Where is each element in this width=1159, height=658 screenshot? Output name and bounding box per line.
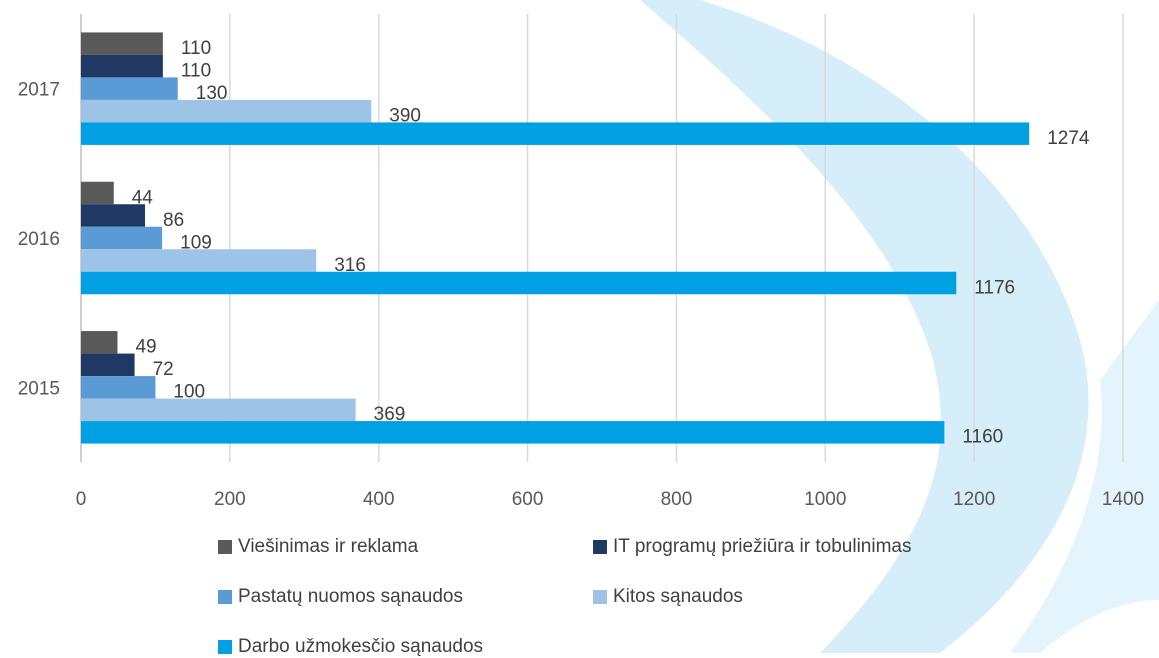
bar-2015-series-1 — [81, 353, 135, 377]
background-decoration — [640, 0, 1159, 653]
category-labels: 2015 2016 2017 — [18, 80, 60, 400]
bar-2016-series-4 — [81, 271, 957, 295]
bar-2017-series-0 — [81, 32, 163, 55]
legend-item: Darbo užmokesčio sąnaudos — [218, 636, 483, 658]
x-tick-label-200: 200 — [214, 489, 246, 510]
value-label-2017-series-0: 110 — [181, 38, 211, 59]
bar-2015-series-4 — [81, 421, 945, 444]
value-label-2015-series-0: 49 — [135, 337, 156, 358]
bar-2015-series-0 — [81, 331, 118, 354]
legend-item: Viešinimas ir reklama — [218, 536, 418, 558]
value-label-2016-series-3: 316 — [334, 255, 366, 276]
bar-2016-series-3 — [81, 249, 317, 272]
value-label-2015-series-2: 100 — [173, 382, 205, 403]
bar-2017-series-3 — [81, 99, 372, 123]
bar-2016-series-0 — [81, 181, 114, 205]
value-label-2015-series-1: 72 — [153, 359, 174, 380]
x-tick-label-0: 0 — [76, 489, 87, 510]
bar-2017-series-1 — [81, 54, 163, 78]
legend-swatch — [593, 590, 607, 604]
legend-label: IT programų priežiūra ir tobulinimas — [613, 536, 912, 557]
value-label-2017-series-1: 110 — [181, 60, 211, 81]
x-tick-label-1200: 1200 — [953, 489, 995, 510]
value-label-2016-series-4: 1176 — [974, 277, 1015, 298]
value-label-2016-series-2: 109 — [180, 232, 212, 253]
bar-2016-series-1 — [81, 204, 146, 227]
category-label-2015: 2015 — [18, 378, 60, 399]
value-label-2017-series-2: 130 — [196, 83, 228, 104]
x-tick-labels: 0 200 400 600 800 1000 1200 1400 — [76, 489, 1144, 510]
category-label-2016: 2016 — [18, 229, 60, 250]
value-label-2015-series-4: 1160 — [962, 427, 1003, 448]
legend-label: Kitos sąnaudos — [613, 586, 743, 607]
legend-label: Pastatų nuomos sąnaudos — [238, 586, 463, 607]
bar-2016-series-2 — [81, 226, 163, 250]
legend-swatch — [218, 640, 232, 654]
x-tick-label-600: 600 — [512, 489, 544, 510]
bar-2017-series-2 — [81, 77, 178, 100]
bar-2015-series-2 — [81, 376, 156, 399]
legend-swatch — [218, 590, 232, 604]
legend-label: Darbo užmokesčio sąnaudos — [238, 636, 484, 657]
value-label-2017-series-4: 1274 — [1047, 128, 1090, 149]
legend-label: Viešinimas ir reklama — [238, 536, 419, 557]
legend-swatch — [593, 540, 607, 554]
x-tick-label-800: 800 — [661, 489, 693, 510]
bars — [81, 32, 1030, 444]
x-tick-label-400: 400 — [363, 489, 395, 510]
legend-item: IT programų priežiūra ir tobulinimas — [593, 536, 912, 558]
value-labels: 4972100369116044861093161176110110130390… — [132, 38, 1090, 448]
x-tick-label-1400: 1400 — [1102, 489, 1144, 510]
category-label-2017: 2017 — [18, 80, 60, 101]
legend-item: Pastatų nuomos sąnaudos — [218, 586, 463, 608]
legend-item: Kitos sąnaudos — [593, 586, 743, 608]
value-label-2017-series-3: 390 — [389, 105, 421, 126]
value-label-2015-series-3: 369 — [374, 404, 406, 425]
value-label-2016-series-0: 44 — [132, 187, 154, 208]
value-label-2016-series-1: 86 — [163, 210, 184, 231]
legend-swatch — [218, 540, 232, 554]
bar-2017-series-4 — [81, 122, 1030, 145]
bar-2015-series-3 — [81, 398, 356, 422]
x-tick-label-1000: 1000 — [804, 489, 846, 510]
